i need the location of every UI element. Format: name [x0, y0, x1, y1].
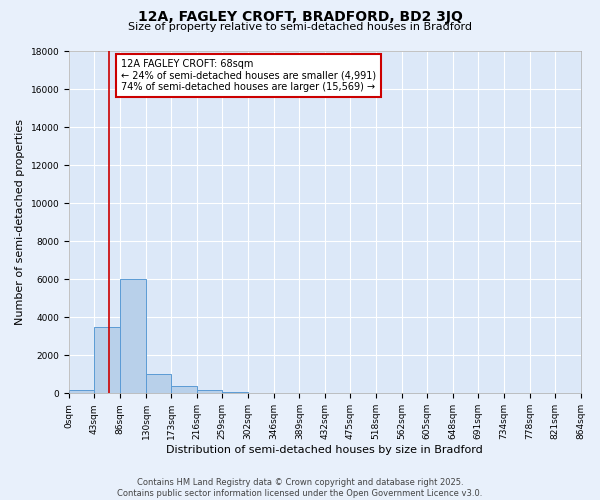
Text: 12A FAGLEY CROFT: 68sqm
← 24% of semi-detached houses are smaller (4,991)
74% of: 12A FAGLEY CROFT: 68sqm ← 24% of semi-de…: [121, 58, 376, 92]
Text: Size of property relative to semi-detached houses in Bradford: Size of property relative to semi-detach…: [128, 22, 472, 32]
Bar: [172, 386, 197, 394]
Bar: [197, 390, 223, 394]
X-axis label: Distribution of semi-detached houses by size in Bradford: Distribution of semi-detached houses by …: [166, 445, 483, 455]
Bar: [223, 392, 248, 394]
Bar: [120, 279, 146, 394]
Text: 12A, FAGLEY CROFT, BRADFORD, BD2 3JQ: 12A, FAGLEY CROFT, BRADFORD, BD2 3JQ: [137, 10, 463, 24]
Bar: [69, 390, 94, 394]
Bar: [94, 327, 120, 394]
Y-axis label: Number of semi-detached properties: Number of semi-detached properties: [15, 119, 25, 325]
Text: Contains HM Land Registry data © Crown copyright and database right 2025.
Contai: Contains HM Land Registry data © Crown c…: [118, 478, 482, 498]
Bar: [146, 374, 172, 394]
